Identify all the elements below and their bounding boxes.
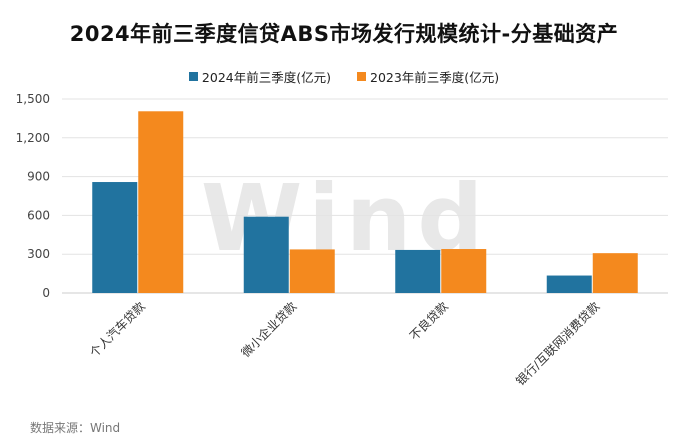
legend-item-2024: 2024年前三季度(亿元) [188, 67, 331, 86]
legend-label-2023: 2023年前三季度(亿元) [370, 70, 500, 85]
x-tick-label: 银行/互联网消费贷款 [513, 299, 602, 388]
chart-title: 2024年前三季度信贷ABS市场发行规模统计-分基础资产 [69, 22, 619, 46]
source-note: 数据来源：Wind [30, 421, 121, 435]
legend-item-2023: 2023年前三季度(亿元) [357, 67, 499, 86]
legend-swatch-2023 [357, 72, 366, 81]
y-tick-label: 1,200 [16, 131, 50, 145]
legend: 2024年前三季度(亿元) 2023年前三季度(亿元) [0, 67, 688, 86]
y-tick-label: 600 [27, 208, 50, 222]
x-tick-label: 个人汽车贷款 [86, 299, 148, 361]
legend-label-2024: 2024年前三季度(亿元) [201, 70, 331, 85]
y-tick-label: 0 [42, 286, 50, 300]
bar-2023-2 [441, 249, 487, 293]
bar-2024-1 [243, 216, 289, 293]
y-tick-label: 1,500 [16, 92, 50, 106]
x-tick-label: 不良贷款 [406, 299, 451, 344]
bar-2024-0 [92, 182, 138, 293]
x-tick-label: 微小企业贷款 [238, 299, 300, 361]
legend-swatch-2024 [188, 72, 198, 81]
bar-2024-2 [395, 249, 441, 293]
y-tick-label: 900 [27, 170, 50, 184]
bar-2023-0 [138, 111, 184, 293]
bar-2023-1 [289, 249, 335, 293]
bar-2023-3 [592, 253, 638, 293]
bar-2024-3 [546, 275, 592, 293]
y-tick-label: 300 [27, 247, 50, 261]
